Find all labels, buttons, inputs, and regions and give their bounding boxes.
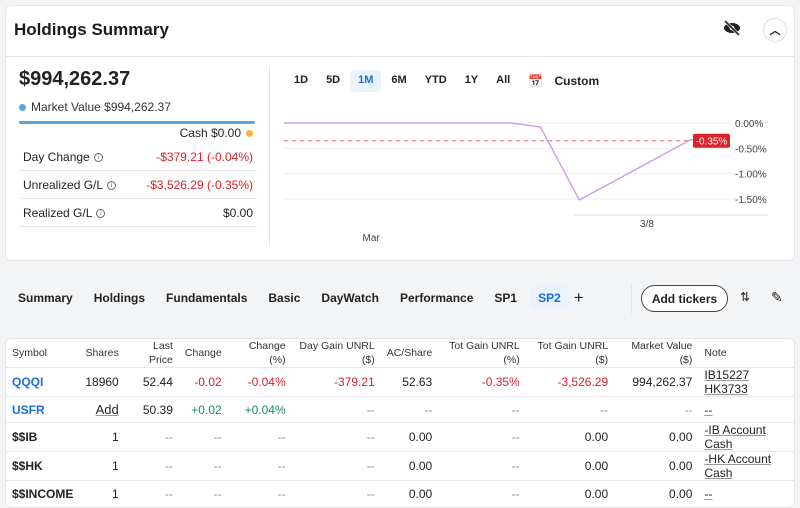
cell: -- xyxy=(526,397,614,423)
cell: 1 xyxy=(79,423,124,452)
y-tick-label: -0.50% xyxy=(735,144,767,155)
cell: -- xyxy=(381,397,439,423)
cell: -- xyxy=(228,452,292,481)
cell: -- xyxy=(228,481,292,507)
tab-sp2[interactable]: SP2 xyxy=(530,286,569,310)
tab-holdings[interactable]: Holdings xyxy=(86,286,153,310)
symbol-link[interactable]: QQQI xyxy=(6,368,79,397)
symbol-link[interactable]: $$INCOME xyxy=(6,481,79,507)
tab-daywatch[interactable]: DayWatch xyxy=(313,286,387,310)
column-header[interactable]: Tot Gain UNRL (%) xyxy=(438,339,526,368)
cell: -- xyxy=(292,452,381,481)
cell: -- xyxy=(125,452,179,481)
column-header[interactable]: Tot Gain UNRL ($) xyxy=(526,339,614,368)
cell: 50.39 xyxy=(125,397,179,423)
cell: 994,262.37 xyxy=(614,368,698,397)
note-link[interactable]: -- xyxy=(698,397,794,423)
cell: -- xyxy=(438,423,526,452)
x-tick-label: Mar xyxy=(363,233,381,244)
cell: -3,526.29 xyxy=(526,368,614,397)
cell: 0.00 xyxy=(526,481,614,507)
y-tick-label: 0.00% xyxy=(735,119,763,130)
cell: 0.00 xyxy=(526,452,614,481)
note-link[interactable]: IB15227 HK3733 xyxy=(698,368,794,397)
tab-summary[interactable]: Summary xyxy=(10,286,81,310)
cell: -- xyxy=(179,423,228,452)
y-tick-label: -1.50% xyxy=(735,195,767,206)
cell: -- xyxy=(125,481,179,507)
divider xyxy=(631,284,632,314)
column-header[interactable]: Change (%) xyxy=(228,339,292,368)
cell: -- xyxy=(228,423,292,452)
column-header[interactable]: Note xyxy=(698,339,794,368)
cell: -- xyxy=(438,481,526,507)
cell: 52.63 xyxy=(381,368,439,397)
cell: 0.00 xyxy=(381,452,439,481)
add-tickers-button[interactable]: Add tickers xyxy=(641,285,728,312)
cell: 1 xyxy=(79,452,124,481)
cell: 18960 xyxy=(79,368,124,397)
cell: -- xyxy=(292,481,381,507)
pencil-icon[interactable]: ✎ xyxy=(771,289,783,306)
column-header[interactable]: Shares xyxy=(79,339,124,368)
holdings-summary-card: Holdings Summary ︿ $994,262.37 Market Va… xyxy=(5,5,795,261)
cell: -- xyxy=(179,452,228,481)
note-link[interactable]: -- xyxy=(698,481,794,507)
column-header[interactable]: Day Gain UNRL ($) xyxy=(292,339,381,368)
symbol-link[interactable]: $$IB xyxy=(6,423,79,452)
cell: 52.44 xyxy=(125,368,179,397)
x-tick-label: 3/8 xyxy=(640,219,654,230)
cell: 0.00 xyxy=(381,481,439,507)
cell: 0.00 xyxy=(526,423,614,452)
cell: -0.35% xyxy=(438,368,526,397)
add-shares-link[interactable]: Add xyxy=(79,397,124,423)
tab-performance[interactable]: Performance xyxy=(392,286,481,310)
cell: +0.04% xyxy=(228,397,292,423)
cell: -- xyxy=(125,423,179,452)
cell: +0.02 xyxy=(179,397,228,423)
cell: -0.02 xyxy=(179,368,228,397)
cell: -- xyxy=(438,397,526,423)
performance-chart: 0.00% -0.50% -1.00% -1.50% Mar 3/8 -0.35% xyxy=(6,6,796,262)
cell: -- xyxy=(292,397,381,423)
reference-label: -0.35% xyxy=(696,137,728,148)
column-header[interactable]: Market Value ($) xyxy=(614,339,698,368)
cell: -0.04% xyxy=(228,368,292,397)
cell: 0.00 xyxy=(614,423,698,452)
note-link[interactable]: -HK Account Cash xyxy=(698,452,794,481)
series-line xyxy=(284,123,729,200)
cell: -- xyxy=(614,397,698,423)
column-header[interactable]: Change xyxy=(179,339,228,368)
symbol-link[interactable]: $$HK xyxy=(6,452,79,481)
cell: -- xyxy=(292,423,381,452)
sort-icon[interactable]: ⇅ xyxy=(740,290,750,304)
cell: 0.00 xyxy=(614,481,698,507)
cell: 1 xyxy=(79,481,124,507)
column-header[interactable]: Last Price xyxy=(125,339,179,368)
tab-sp1[interactable]: SP1 xyxy=(486,286,525,310)
y-tick-label: -1.00% xyxy=(735,170,767,181)
add-tab-button[interactable]: + xyxy=(574,288,584,308)
column-header[interactable]: Symbol xyxy=(6,339,79,368)
note-link[interactable]: -IB Account Cash xyxy=(698,423,794,452)
cell: 0.00 xyxy=(614,452,698,481)
tab-basic[interactable]: Basic xyxy=(260,286,308,310)
tab-fundamentals[interactable]: Fundamentals xyxy=(158,286,255,310)
cell: -- xyxy=(438,452,526,481)
cell: 0.00 xyxy=(381,423,439,452)
column-header[interactable]: AC/Share xyxy=(381,339,439,368)
cell: -- xyxy=(179,481,228,507)
symbol-link[interactable]: USFR xyxy=(6,397,79,423)
cell: -379.21 xyxy=(292,368,381,397)
